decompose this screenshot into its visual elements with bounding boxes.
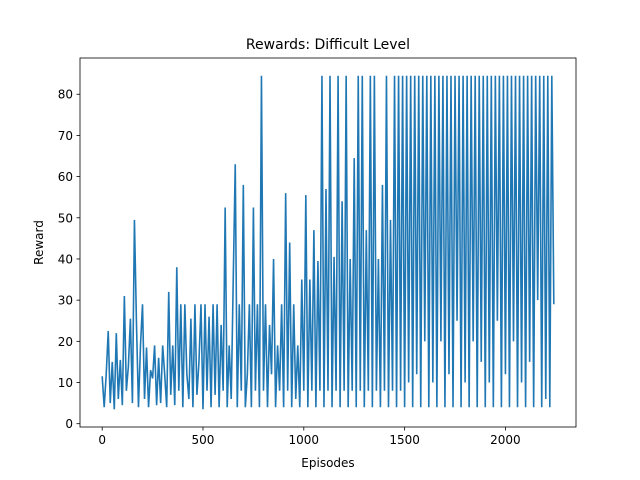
x-tick-label: 1500 (389, 433, 420, 447)
y-axis-label: Reward (32, 220, 46, 265)
x-tick-label: 1000 (289, 433, 320, 447)
y-tick-label: 50 (58, 211, 73, 225)
x-axis-label: Episodes (301, 456, 354, 470)
y-tick-label: 70 (58, 129, 73, 143)
plot-area (79, 57, 577, 428)
y-axis-ticks: 0 10 20 30 40 50 60 70 80 (58, 88, 80, 431)
y-tick-label: 80 (58, 88, 73, 102)
plot-frame (79, 57, 577, 428)
y-tick-label: 0 (65, 417, 73, 431)
x-tick-label: 0 (98, 433, 106, 447)
chart-title: Rewards: Difficult Level (246, 37, 410, 53)
y-tick-label: 10 (58, 376, 73, 390)
y-tick-label: 40 (58, 252, 73, 266)
y-tick-label: 60 (58, 170, 73, 184)
y-tick-label: 30 (58, 294, 73, 308)
x-axis-ticks: 0 500 1000 1500 2000 (98, 427, 521, 447)
series-line-0 (101, 75, 555, 410)
y-tick-label: 20 (58, 335, 73, 349)
x-tick-label: 500 (192, 433, 215, 447)
x-tick-label: 2000 (490, 433, 521, 447)
